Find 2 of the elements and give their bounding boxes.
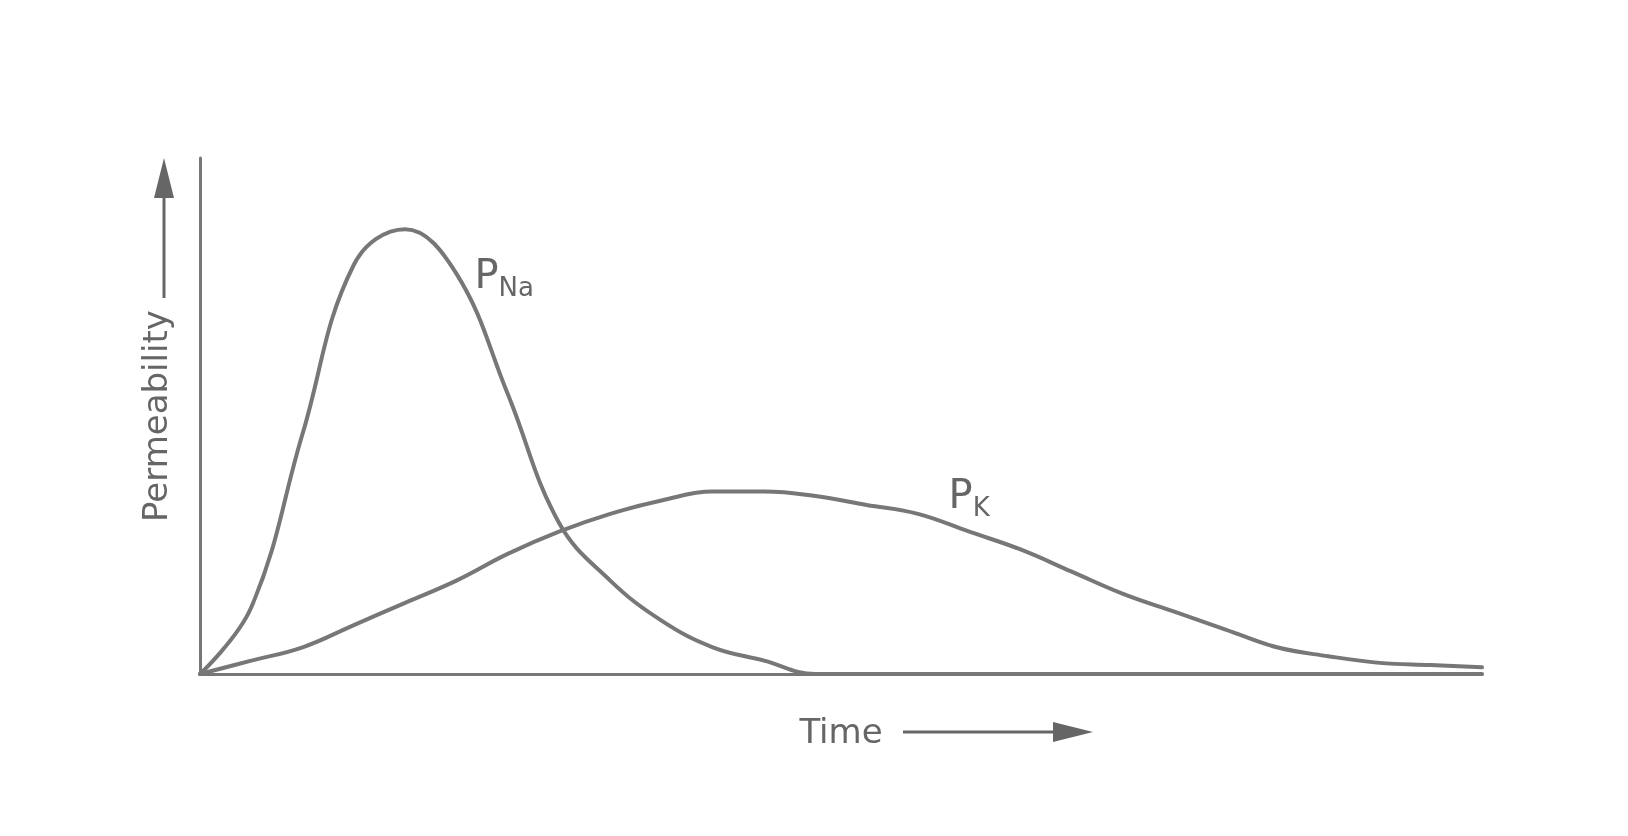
x-axis-title: Time (798, 711, 883, 751)
y-axis-title: Permeability (135, 310, 175, 522)
